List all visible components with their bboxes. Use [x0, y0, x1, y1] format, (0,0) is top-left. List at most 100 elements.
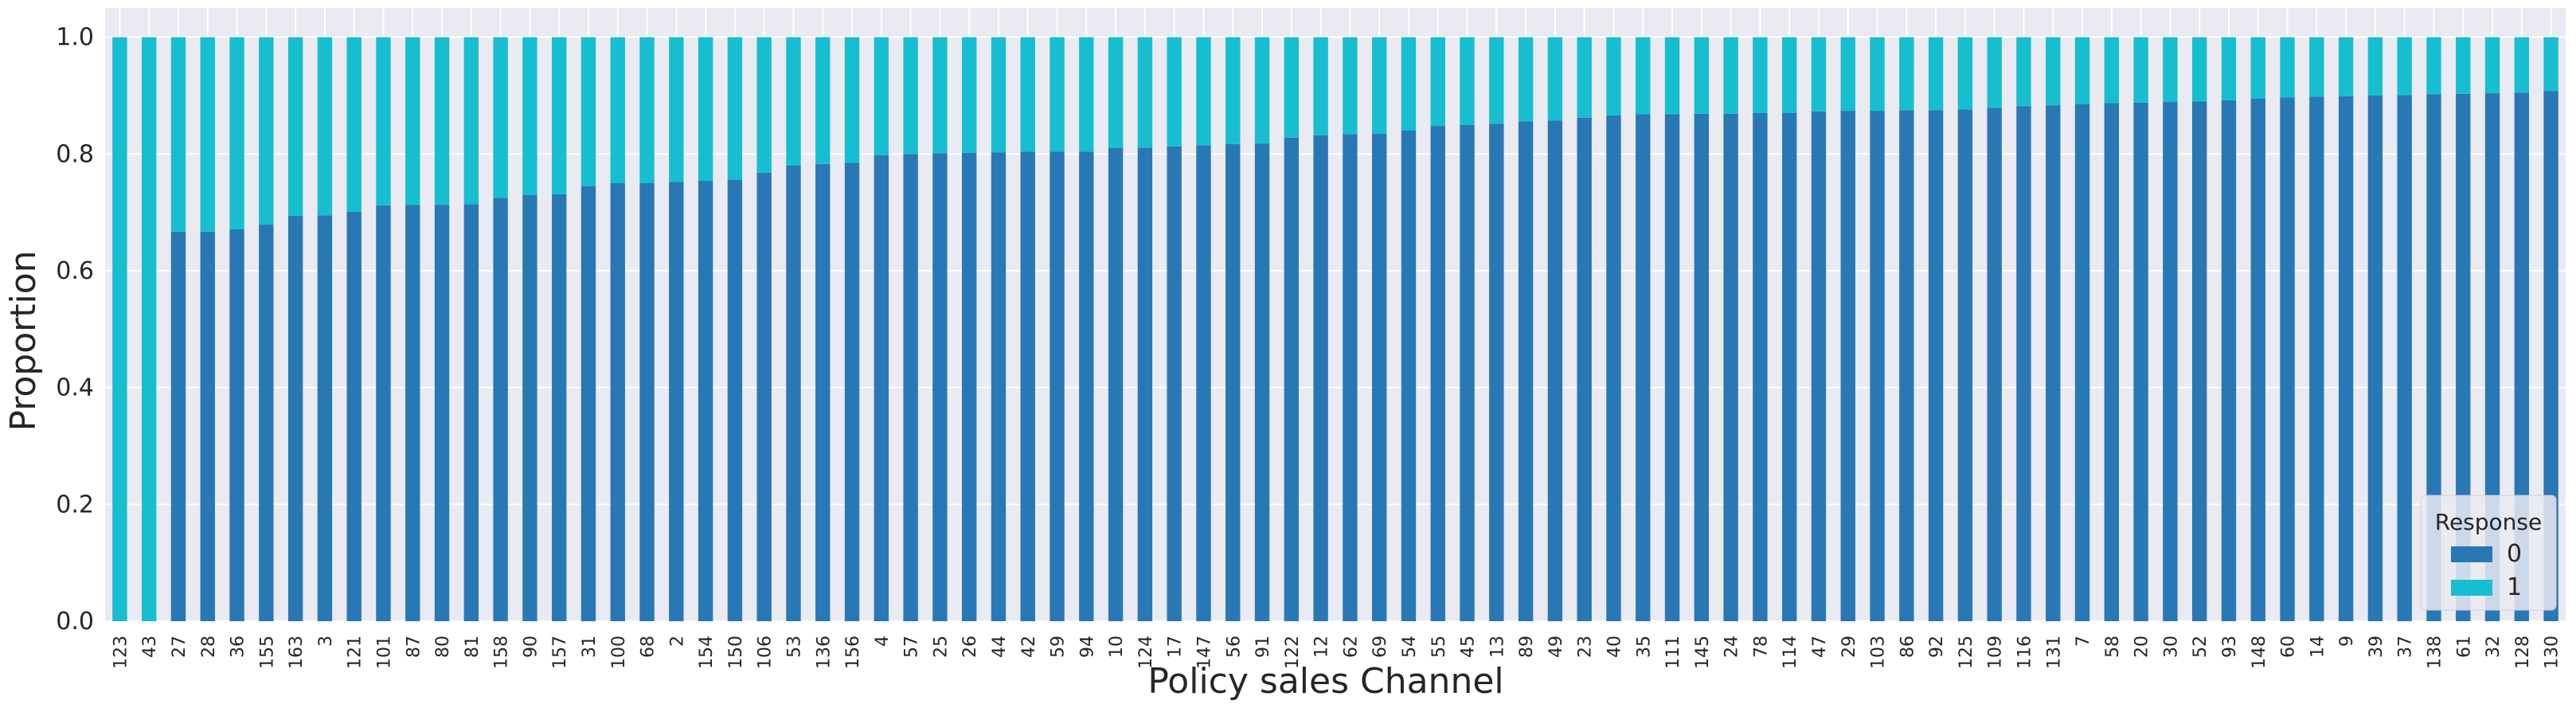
x-tick-label: 9 [2337, 636, 2357, 647]
bar-response-0 [1636, 114, 1651, 621]
bar-response-0 [1401, 131, 1417, 621]
bar-response-1 [1928, 37, 1944, 111]
x-tick-label: 163 [287, 636, 307, 669]
bar-response-1 [1430, 37, 1445, 127]
bar-response-0 [2104, 103, 2120, 622]
x-tick-label: 53 [784, 636, 804, 658]
x-tick-label: 158 [492, 636, 512, 669]
bar-response-0 [2338, 96, 2354, 621]
bar-response-0 [932, 153, 948, 622]
bar-response-1 [1313, 37, 1328, 135]
x-tick-label: 123 [111, 636, 131, 669]
x-tick-label: 130 [2543, 636, 2562, 669]
x-tick-labels: 123 43 27 28 36 155 163 3 121 101 87 80 81 158 90 157 31… [111, 636, 2562, 669]
x-tick-label: 4 [873, 636, 893, 647]
bar-response-0 [874, 155, 889, 622]
bar-response-0 [669, 182, 684, 622]
bar-response-0 [200, 231, 215, 621]
y-tick-label: 0.4 [56, 374, 94, 402]
bar-response-0 [1167, 146, 1182, 622]
bar-response-0 [1606, 115, 1621, 621]
bar-response-1 [1840, 37, 1855, 111]
bar-response-0 [698, 181, 713, 622]
legend-title: Response [2435, 509, 2542, 535]
x-tick-label: 136 [814, 636, 834, 669]
bar-response-1 [2426, 37, 2441, 95]
bar-response-1 [376, 37, 391, 205]
x-tick-label: 35 [1634, 636, 1654, 658]
bar-response-1 [1284, 37, 1300, 138]
bar-response-1 [639, 37, 655, 183]
bar-response-1 [2104, 37, 2120, 104]
bar-response-1 [1108, 37, 1124, 148]
bar-response-0 [1840, 111, 1855, 622]
bar-response-0 [1225, 143, 1241, 621]
bar-response-1 [463, 37, 479, 205]
x-tick-label: 56 [1224, 636, 1244, 658]
x-tick-label: 58 [2103, 636, 2123, 658]
bar-response-0 [580, 186, 596, 621]
bar-response-1 [2191, 37, 2207, 102]
x-tick-label: 156 [843, 636, 863, 669]
bar-response-1 [932, 37, 948, 154]
bar-response-0 [2280, 97, 2295, 621]
bar-response-1 [551, 37, 567, 194]
bar-response-1 [1987, 37, 2002, 108]
bar-response-0 [1547, 120, 1563, 622]
x-tick-label: 57 [902, 636, 922, 658]
bar-response-1 [1020, 37, 1035, 152]
x-tick-label: 128 [2513, 636, 2533, 669]
bar-response-0 [1723, 113, 1738, 621]
bar-response-0 [1460, 124, 1475, 621]
bar-response-0 [1050, 151, 1065, 621]
y-tick-label: 0.6 [56, 257, 94, 285]
x-tick-label: 36 [229, 636, 248, 658]
bar-response-1 [1636, 37, 1651, 115]
y-tick-label: 0.8 [56, 140, 94, 168]
x-tick-label: 23 [1576, 636, 1596, 658]
bar-response-1 [346, 37, 362, 212]
bar-response-1 [2514, 37, 2530, 93]
x-tick-label: 13 [1487, 636, 1507, 658]
legend: Response 0 1 [2420, 495, 2557, 611]
x-tick-label: 3 [316, 636, 336, 647]
x-tick-label: 14 [2308, 636, 2328, 658]
bar-response-0 [1987, 108, 2002, 621]
bar-response-0 [170, 231, 186, 621]
bar-response-0 [786, 166, 801, 621]
x-tick-label: 26 [960, 636, 980, 658]
x-tick-label: 2 [667, 636, 687, 647]
bar-response-1 [1899, 37, 1914, 111]
bar-response-1 [1694, 37, 1710, 114]
x-tick-label: 31 [580, 636, 600, 658]
bar-response-1 [727, 37, 743, 180]
x-tick-label: 60 [2279, 636, 2299, 658]
bar-response-0 [2514, 92, 2530, 622]
x-tick-label: 138 [2425, 636, 2445, 669]
bar-response-1 [405, 37, 420, 205]
legend-swatch-1 [2451, 580, 2492, 596]
bar-response-0 [2397, 95, 2412, 622]
x-tick-label: 92 [1927, 636, 1947, 658]
bar-response-0 [961, 152, 977, 621]
bar-response-1 [961, 37, 977, 153]
bar-response-1 [2250, 37, 2265, 99]
bar-response-1 [170, 37, 186, 232]
bar-response-0 [1020, 151, 1035, 621]
bar-response-1 [610, 37, 625, 183]
x-tick-label: 90 [521, 636, 541, 658]
x-tick-label: 29 [1839, 636, 1859, 658]
x-tick-label: 37 [2396, 636, 2416, 658]
bar-response-1 [2309, 37, 2324, 97]
x-tick-label: 30 [2161, 636, 2181, 658]
bar-response-0 [287, 216, 303, 621]
bar-response-0 [1313, 135, 1328, 621]
bar-response-1 [1167, 37, 1182, 147]
bar-response-1 [317, 37, 333, 216]
bar-response-1 [1371, 37, 1387, 134]
bar-response-1 [2367, 37, 2383, 96]
bar-response-1 [287, 37, 303, 217]
x-tick-label: 155 [257, 636, 277, 669]
bar-response-1 [1723, 37, 1738, 114]
